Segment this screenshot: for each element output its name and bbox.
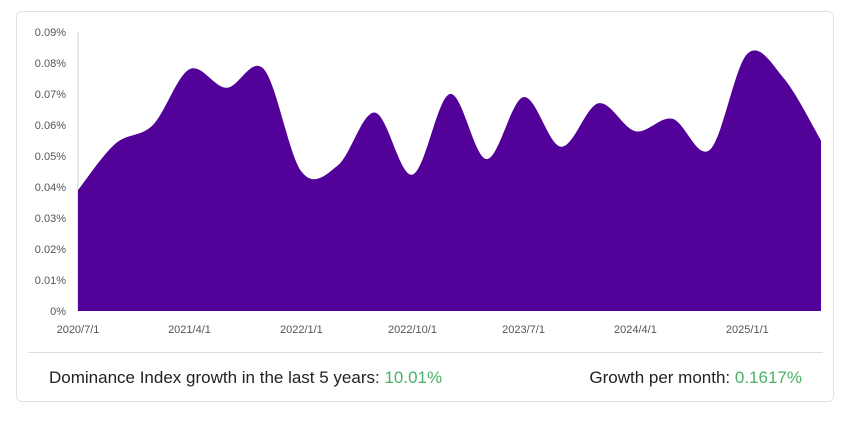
y-tick-label: 0.07%	[35, 89, 66, 101]
growth-monthly-stat: Growth per month: 0.1617%	[589, 368, 802, 388]
x-tick-label: 2024/4/1	[614, 324, 657, 336]
x-tick-label: 2020/7/1	[57, 324, 100, 336]
growth-monthly-label: Growth per month:	[589, 368, 731, 387]
y-tick-label: 0%	[50, 306, 66, 318]
dominance-area-series[interactable]	[78, 50, 821, 312]
divider	[28, 352, 823, 353]
x-tick-label: 2022/10/1	[388, 324, 437, 336]
growth-monthly-value: 0.1617%	[734, 368, 802, 387]
y-tick-label: 0.05%	[35, 151, 66, 163]
y-tick-label: 0.04%	[35, 182, 66, 194]
growth-5y-stat: Dominance Index growth in the last 5 yea…	[49, 368, 442, 388]
x-tick-label: 2022/1/1	[280, 324, 323, 336]
growth-5y-value: 10.01%	[384, 368, 443, 387]
y-tick-label: 0.08%	[35, 58, 66, 70]
x-tick-label: 2021/4/1	[168, 324, 211, 336]
growth-5y-label: Dominance Index growth in the last 5 yea…	[49, 368, 380, 387]
x-tick-label: 2025/1/1	[726, 324, 769, 336]
y-tick-label: 0.09%	[35, 27, 66, 39]
y-tick-label: 0.01%	[35, 275, 66, 287]
y-tick-label: 0.03%	[35, 213, 66, 225]
y-tick-label: 0.06%	[35, 120, 66, 132]
x-tick-label: 2023/7/1	[502, 324, 545, 336]
y-tick-label: 0.02%	[35, 244, 66, 256]
